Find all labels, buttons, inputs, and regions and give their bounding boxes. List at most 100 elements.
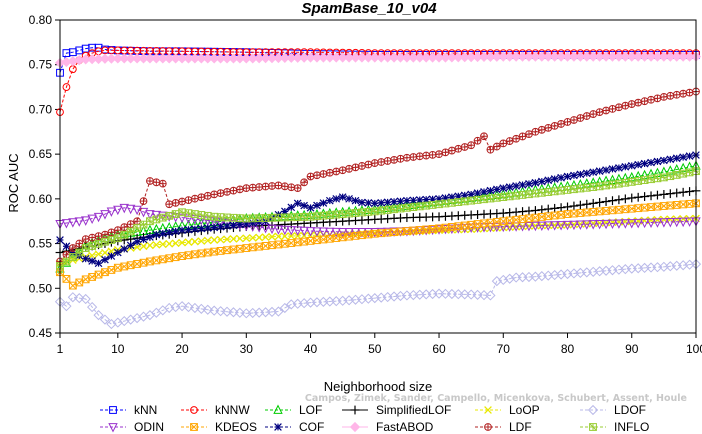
- data-point-ldf: [403, 153, 411, 162]
- series-marker-ldof: [138, 311, 149, 322]
- series-marker-odin: [113, 205, 123, 216]
- series-marker-ldf: [139, 197, 148, 205]
- series-marker-inflo: [133, 224, 141, 232]
- series-marker-ldf: [280, 182, 289, 191]
- series-marker-fastabod: [363, 52, 374, 63]
- series-marker-ldf: [229, 186, 238, 195]
- series-marker-ldf: [319, 170, 328, 178]
- series-marker-simplifiedlof: [492, 209, 502, 218]
- series-marker-cof: [126, 241, 135, 250]
- series-marker-loop: [255, 233, 264, 242]
- data-point-cof: [152, 230, 161, 239]
- series-marker-fastabod: [491, 51, 502, 62]
- series-marker-cof: [191, 225, 199, 233]
- data-point-odin: [68, 218, 78, 228]
- series-marker-odin: [646, 218, 656, 228]
- series-marker-ldf: [351, 163, 360, 172]
- data-point-simplifiedlof: [659, 189, 669, 199]
- series-marker-cof: [518, 181, 527, 189]
- data-point-cof: [563, 172, 572, 181]
- legend-label-knnw: kNNW: [215, 403, 250, 417]
- series-marker-odin: [125, 204, 136, 215]
- series-marker-ldof: [170, 301, 181, 313]
- legend-marker-knn: [109, 406, 117, 414]
- series-marker-inflo: [679, 169, 688, 178]
- series-marker-odin: [376, 227, 386, 238]
- series-marker-kdeos: [589, 208, 598, 216]
- series-marker-inflo: [525, 190, 533, 199]
- chart-title: SpamBase_10_v04: [301, 0, 437, 17]
- series-marker-ldof: [504, 273, 515, 284]
- data-point-kdeos: [178, 252, 186, 260]
- series-marker-ldf: [216, 189, 225, 198]
- legend-marker-kdeos: [190, 423, 198, 431]
- data-point-ldof: [273, 306, 284, 317]
- series-marker-ldf: [570, 116, 578, 124]
- series-marker-ldf: [473, 136, 482, 145]
- series-marker-ldf: [550, 121, 559, 130]
- y-axis: 0.45 0.50 0.55 0.60 0.65 0.70 0.75 0.80: [29, 13, 60, 340]
- series-marker-cof: [679, 153, 687, 162]
- series-marker-cof: [396, 197, 405, 206]
- series-marker-cof: [223, 222, 231, 230]
- series-marker-cof: [158, 229, 167, 238]
- data-point-simplifiedlof: [627, 193, 637, 203]
- series-marker-ldf: [647, 95, 655, 104]
- series-marker-loop: [512, 222, 520, 231]
- data-point-cof: [133, 237, 141, 246]
- series-marker-inflo: [396, 204, 405, 213]
- series-marker-cof: [486, 186, 495, 195]
- data-point-loop: [499, 223, 508, 232]
- series-marker-inflo: [126, 227, 135, 236]
- data-point-cof: [81, 254, 90, 263]
- legend-label-ldf: LDF: [509, 420, 532, 434]
- series-marker-ldf: [126, 220, 135, 229]
- series-marker-cof: [229, 221, 238, 230]
- series-layer: [54, 43, 702, 330]
- series-marker-ldf: [608, 104, 617, 113]
- data-point-cof: [113, 248, 122, 257]
- series-marker-kdeos: [235, 244, 244, 253]
- series-marker-odin: [151, 210, 162, 221]
- series-marker-simplifiedlof: [537, 205, 547, 215]
- series-marker-inflo: [319, 211, 328, 220]
- legend-label-cof: COF: [299, 420, 324, 434]
- series-marker-odin: [61, 219, 72, 229]
- series-marker-cof: [685, 152, 694, 160]
- series-marker-loop: [165, 239, 174, 248]
- series-marker-ldf: [518, 132, 527, 141]
- data-point-ldf: [435, 150, 443, 159]
- series-marker-odin: [280, 225, 290, 236]
- legend-item-knnw: kNNW: [181, 403, 250, 417]
- series-marker-cof: [390, 197, 398, 206]
- series-marker-kdeos: [557, 210, 565, 219]
- series-marker-ldof: [440, 288, 451, 299]
- series-marker-odin: [286, 226, 296, 236]
- series-marker-simplifiedlof: [556, 203, 566, 213]
- legend-item-simplifiedlof: SimplifiedLOF: [342, 403, 451, 417]
- series-marker-ldf: [184, 196, 193, 205]
- series-marker-loop: [525, 222, 533, 230]
- series-marker-kdeos: [570, 209, 578, 218]
- x-tick-label: 100: [686, 342, 702, 356]
- series-marker-kdeos: [615, 205, 623, 214]
- series-marker-loop: [570, 220, 578, 229]
- series-marker-ldf: [396, 154, 405, 163]
- series-marker-ldof: [459, 289, 470, 300]
- data-point-ldof: [125, 314, 136, 325]
- series-marker-odin: [652, 218, 663, 228]
- series-marker-odin: [665, 218, 676, 228]
- data-point-odin: [119, 203, 129, 214]
- series-marker-loop: [191, 237, 199, 246]
- series-marker-inflo: [62, 257, 71, 266]
- series-marker-cof: [364, 199, 373, 207]
- x-axis-label: Neighborhood size: [324, 379, 432, 394]
- series-marker-odin: [485, 223, 496, 233]
- series-marker-ldf: [422, 151, 431, 160]
- series-marker-odin: [427, 225, 438, 236]
- series-marker-cof: [634, 160, 643, 169]
- series-marker-ldf: [255, 183, 264, 191]
- series-marker-loop: [550, 221, 559, 230]
- series-marker-odin: [299, 226, 309, 237]
- series-marker-cof: [332, 195, 341, 203]
